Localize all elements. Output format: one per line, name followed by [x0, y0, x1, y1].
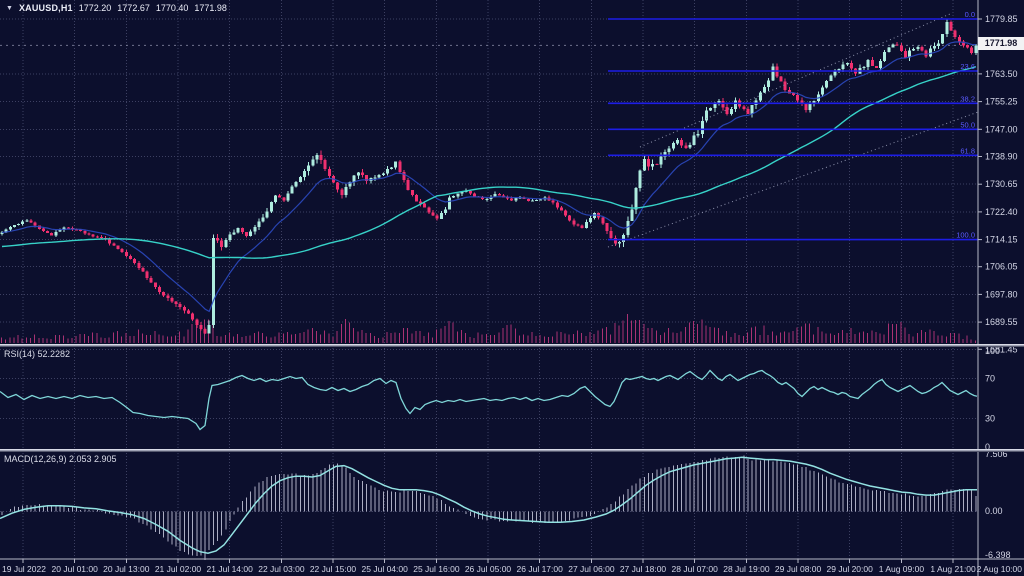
ohlc-open: 1772.20: [78, 3, 112, 13]
symbol-timeframe-label: XAUUSD,H1: [18, 3, 73, 13]
ma-fast-line: [1, 41, 976, 313]
price-tick-label: 1714.15: [985, 235, 1018, 245]
time-axis-label: 26 Jul 05:00: [465, 564, 512, 574]
panel-separator[interactable]: [0, 344, 1024, 347]
time-axis-label: 21 Jul 02:00: [155, 564, 202, 574]
rsi-scale-label: 70: [985, 374, 995, 384]
ohlc-close: 1771.98: [194, 3, 227, 13]
price-tick-label: 1730.65: [985, 179, 1018, 189]
time-axis-label: 27 Jul 06:00: [568, 564, 615, 574]
time-axis-label: 22 Jul 03:00: [258, 564, 305, 574]
current-price-flag: 1771.98: [978, 37, 1024, 50]
time-axis-label: 29 Jul 08:00: [775, 564, 822, 574]
volume-bars: [1, 314, 976, 343]
price-tick-label: 1755.25: [985, 97, 1018, 107]
macd-scale-label: 0.00: [985, 506, 1003, 516]
macd-signal-line: [0, 456, 977, 554]
price-tick-label: 1722.40: [985, 207, 1018, 217]
fib-level-label: 23.6: [960, 62, 975, 71]
price-tick-label: 1747.00: [985, 124, 1018, 134]
time-axis-label: 28 Jul 07:00: [672, 564, 719, 574]
macd-scale-label: -6.398: [985, 550, 1011, 560]
symbol-dropdown-icon[interactable]: ▼: [6, 4, 13, 12]
price-tick-label: 1697.80: [985, 289, 1018, 299]
time-axis-label: 1 Aug 21:00: [930, 564, 976, 574]
macd-scale-label: 7.506: [985, 449, 1008, 459]
time-axis-label: 27 Jul 18:00: [620, 564, 667, 574]
rsi-scale-label: 100: [985, 346, 1000, 356]
rsi-scale-label: 0: [985, 442, 990, 452]
macd-histogram: [1, 455, 977, 560]
price-tick-label: 1706.05: [985, 262, 1018, 272]
time-axis-label: 26 Jul 17:00: [517, 564, 564, 574]
fib-level-label: 100.0: [956, 231, 975, 240]
macd-panel-label: MACD(12,26,9) 2.053 2.905: [4, 454, 117, 464]
time-axis-label: 28 Jul 19:00: [723, 564, 770, 574]
price-tick-label: 1763.50: [985, 69, 1018, 79]
panel-separator[interactable]: [0, 449, 1024, 452]
time-axis-label: 19 Jul 2022: [2, 564, 46, 574]
time-axis-label: 1 Aug 09:00: [879, 564, 925, 574]
fib-level-label: 61.8: [960, 146, 975, 155]
trend-channel-line[interactable]: [607, 111, 979, 248]
ma-slow-line: [1, 66, 977, 259]
trend-channel-line[interactable]: [639, 13, 951, 148]
fib-level-label: 38.2: [960, 94, 975, 103]
time-axis-label: 29 Jul 20:00: [827, 564, 874, 574]
fib-level-label: 0.0: [965, 10, 975, 19]
time-axis-label: 20 Jul 01:00: [52, 564, 99, 574]
fib-level-label: 50.0: [960, 120, 975, 129]
price-tick-label: 1689.55: [985, 317, 1018, 327]
symbol-info-bar: ▼ XAUUSD,H1 1772.20 1772.67 1770.40 1771…: [6, 3, 227, 13]
time-axis-label: 25 Jul 16:00: [413, 564, 460, 574]
rsi-panel-label: RSI(14) 52.2282: [4, 349, 71, 359]
time-axis-label: 20 Jul 13:00: [103, 564, 150, 574]
grid: [0, 0, 978, 559]
ohlc-high: 1772.67: [117, 3, 150, 13]
price-tick-label: 1738.90: [985, 152, 1018, 162]
time-axis-label: 21 Jul 14:00: [207, 564, 254, 574]
rsi-scale-label: 30: [985, 414, 995, 424]
time-axis-label: 22 Jul 15:00: [310, 564, 357, 574]
price-tick-label: 1779.85: [985, 14, 1018, 24]
candlesticks: [0, 19, 978, 334]
rsi-line: [0, 369, 978, 431]
time-axis-label: 2 Aug 10:00: [977, 564, 1023, 574]
price-tick-label: 1681.45: [985, 344, 1018, 354]
time-axis[interactable]: 19 Jul 2022 20 Jul 01:00 20 Jul 13:00 21 Ju…: [0, 558, 1024, 574]
price-axis[interactable]: 1779.85 1763.50 1755.25 1747.00 1738.90 1730.…: [977, 0, 1018, 576]
ohlc-low: 1770.40: [155, 3, 189, 13]
time-axis-label: 25 Jul 04:00: [362, 564, 409, 574]
